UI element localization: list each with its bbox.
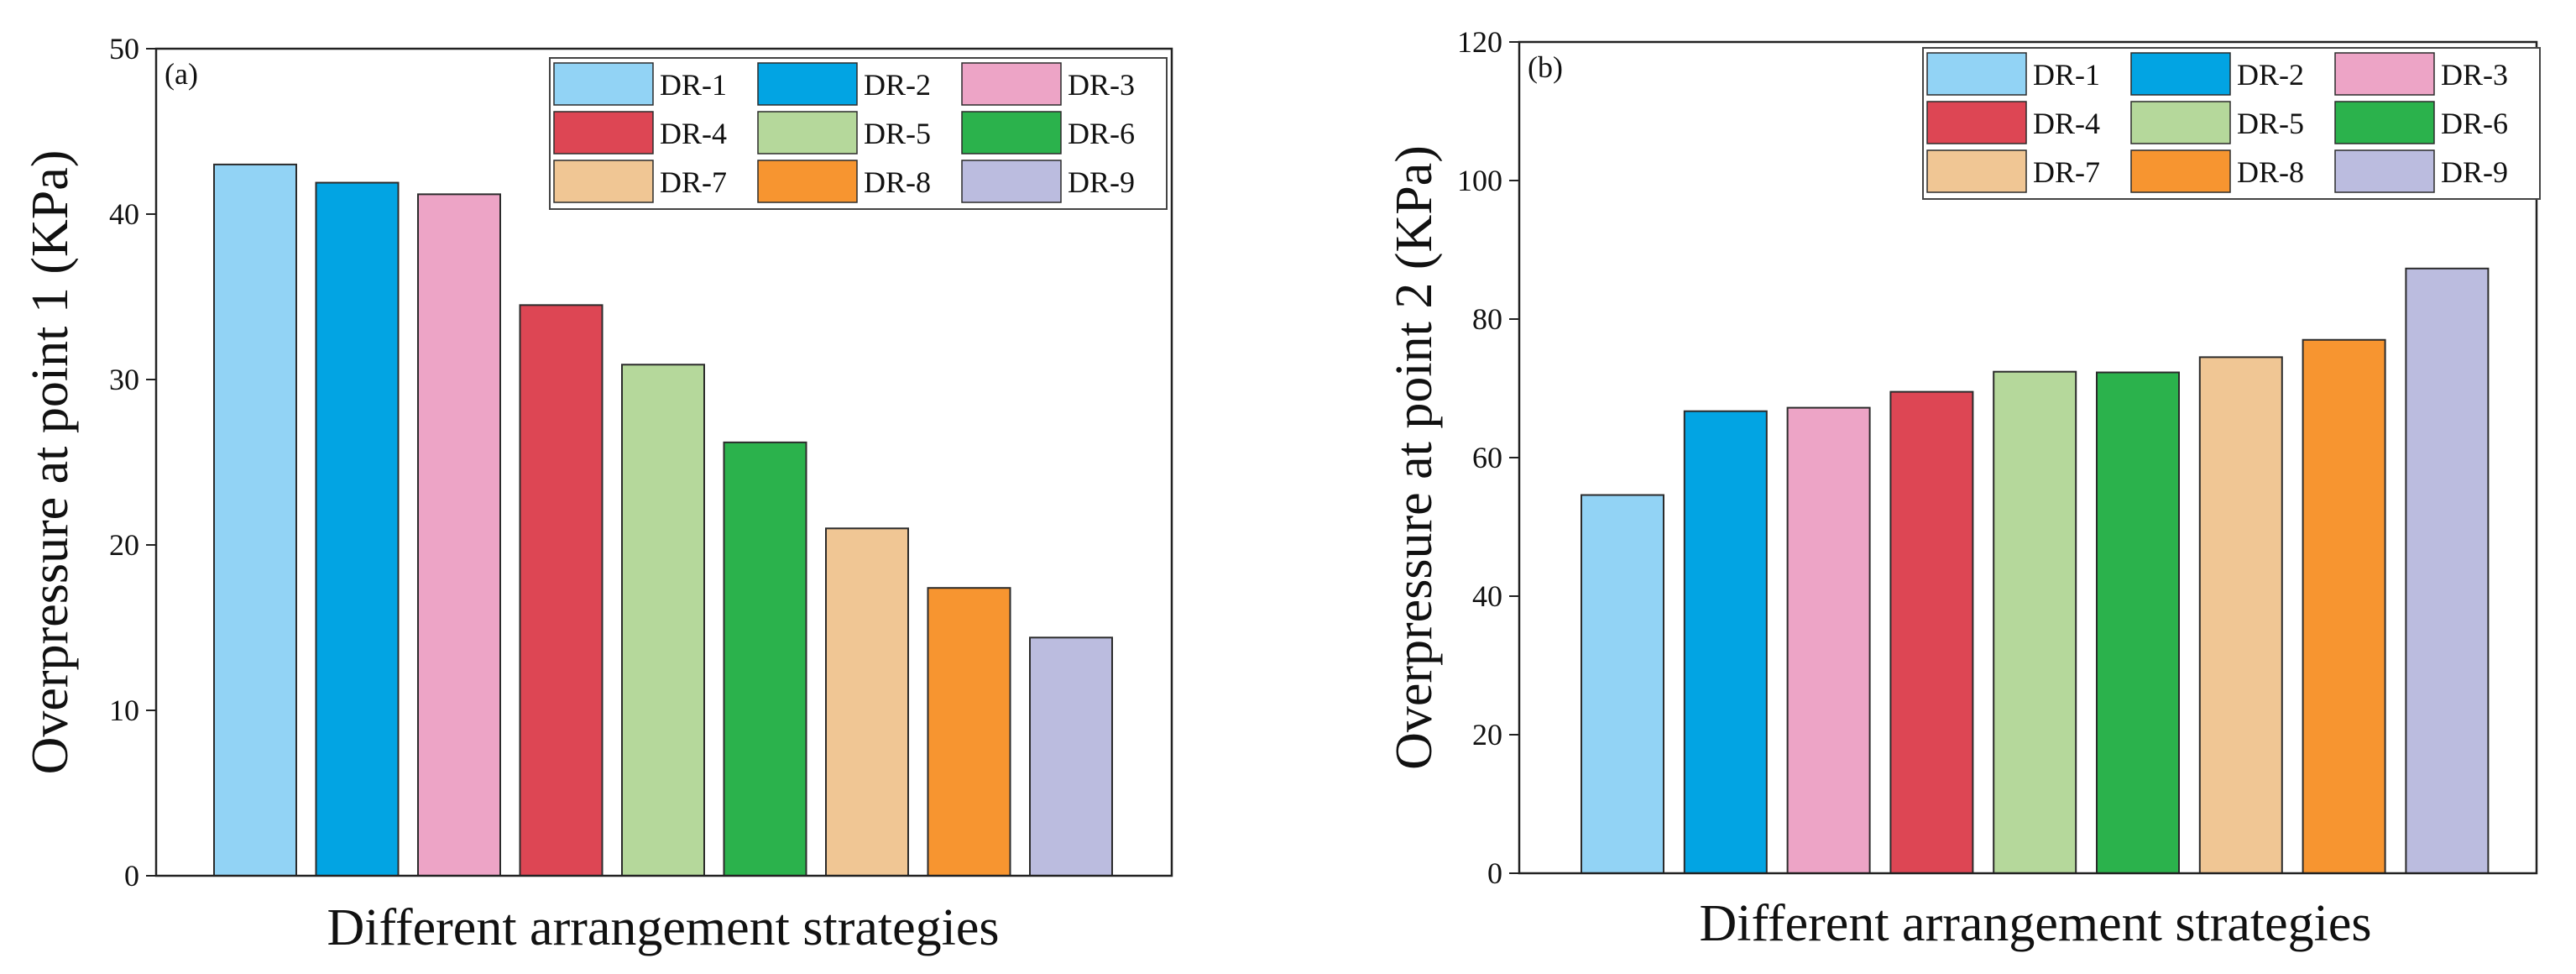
legend-swatch-dr-8 [2130, 149, 2231, 193]
bar-dr-9 [2405, 267, 2490, 874]
legend-label-dr-6: DR-6 [1068, 117, 1135, 150]
bar-dr-8 [927, 587, 1011, 877]
bar-dr-9 [1029, 636, 1113, 877]
legend-swatch-dr-8 [757, 160, 858, 203]
chart-b: 0 20 40 60 80 100 120 (b) DR-1 DR-2 DR-3 DR-4 DR-5 DR… [1386, 25, 2541, 952]
y-tick-label: 0 [1487, 856, 1502, 890]
legend-swatch-dr-7 [553, 160, 654, 203]
legend-label-dr-1: DR-1 [660, 68, 727, 102]
bar-dr-6 [723, 441, 807, 877]
legend-label-dr-5: DR-5 [2237, 107, 2304, 140]
y-tick-label: 120 [1457, 25, 1502, 59]
legend-label-dr-2: DR-2 [2237, 58, 2304, 92]
legend-swatch-dr-2 [2130, 52, 2231, 96]
bar-dr-1 [213, 163, 297, 877]
legend-swatch-dr-6 [961, 111, 1062, 154]
chart-a: 0 10 20 30 40 50 (a) DR-1 DR-2 DR-3 DR-4 DR-5 DR-6 DR… [22, 32, 1173, 956]
y-tick-label: 20 [109, 528, 139, 562]
legend-swatch-dr-5 [757, 111, 858, 154]
legend-label-dr-6: DR-6 [2441, 107, 2508, 140]
legend-swatch-dr-3 [961, 62, 1062, 106]
legend-label-dr-8: DR-8 [2237, 155, 2304, 189]
bar-dr-5 [621, 364, 705, 877]
bar-dr-5 [1993, 370, 2077, 874]
bar-dr-7 [2198, 356, 2283, 874]
y-tick-label: 100 [1457, 164, 1502, 197]
x-axis-title: Different arrangement strategies [1699, 895, 2371, 952]
legend-label-dr-5: DR-5 [864, 117, 931, 150]
y-axis-title: Overpressure at point 1 (KPa) [22, 150, 79, 775]
y-tick-label: 40 [109, 197, 139, 231]
y-tick-label: 60 [1472, 441, 1502, 474]
legend-swatch-dr-9 [961, 160, 1062, 203]
legend-swatch-dr-3 [2334, 52, 2435, 96]
y-axis-title: Overpressure at point 2 (KPa) [1386, 145, 1443, 770]
legend-label-dr-9: DR-9 [1068, 165, 1135, 199]
panel-label: (b) [1528, 50, 1563, 84]
y-tick-label: 20 [1472, 718, 1502, 751]
y-tick-label: 50 [109, 32, 139, 65]
bar-dr-6 [2096, 371, 2180, 874]
bar-dr-7 [825, 527, 909, 877]
legend-swatch-dr-4 [1926, 101, 2027, 144]
legend-label-dr-7: DR-7 [660, 165, 727, 199]
y-tick-label: 10 [109, 694, 139, 727]
legend-swatch-dr-4 [553, 111, 654, 154]
legend-label-dr-9: DR-9 [2441, 155, 2508, 189]
legend-swatch-dr-2 [757, 62, 858, 106]
y-tick-label: 0 [124, 859, 139, 893]
legend-swatch-dr-6 [2334, 101, 2435, 144]
y-tick-label: 40 [1472, 579, 1502, 613]
legend-label-dr-4: DR-4 [660, 117, 727, 150]
legend-label-dr-2: DR-2 [864, 68, 931, 102]
legend-swatch-dr-1 [553, 62, 654, 106]
y-tick-label: 80 [1472, 302, 1502, 336]
bar-dr-2 [315, 181, 400, 877]
legend-swatch-dr-9 [2334, 149, 2435, 193]
legend-swatch-dr-7 [1926, 149, 2027, 193]
legend-label-dr-3: DR-3 [1068, 68, 1135, 102]
bar-dr-4 [1889, 390, 1974, 874]
bar-dr-1 [1581, 494, 1664, 874]
plot-frame [154, 47, 1173, 877]
legend-label-dr-1: DR-1 [2033, 58, 2100, 92]
legend-label-dr-4: DR-4 [2033, 107, 2100, 140]
bar-dr-8 [2302, 338, 2386, 874]
y-tick-label: 30 [109, 363, 139, 396]
legend-swatch-dr-5 [2130, 101, 2231, 144]
plot-frame [1518, 40, 2538, 875]
bar-dr-3 [417, 193, 501, 877]
bar-dr-4 [519, 304, 604, 877]
legend-label-dr-7: DR-7 [2033, 155, 2100, 189]
x-axis-title: Different arrangement strategies [327, 899, 999, 956]
bar-dr-2 [1683, 410, 1768, 875]
bar-dr-3 [1786, 406, 1871, 875]
legend-label-dr-8: DR-8 [864, 165, 931, 199]
panel-label: (a) [165, 57, 198, 91]
legend-swatch-dr-1 [1926, 52, 2027, 96]
legend-label-dr-3: DR-3 [2441, 58, 2508, 92]
